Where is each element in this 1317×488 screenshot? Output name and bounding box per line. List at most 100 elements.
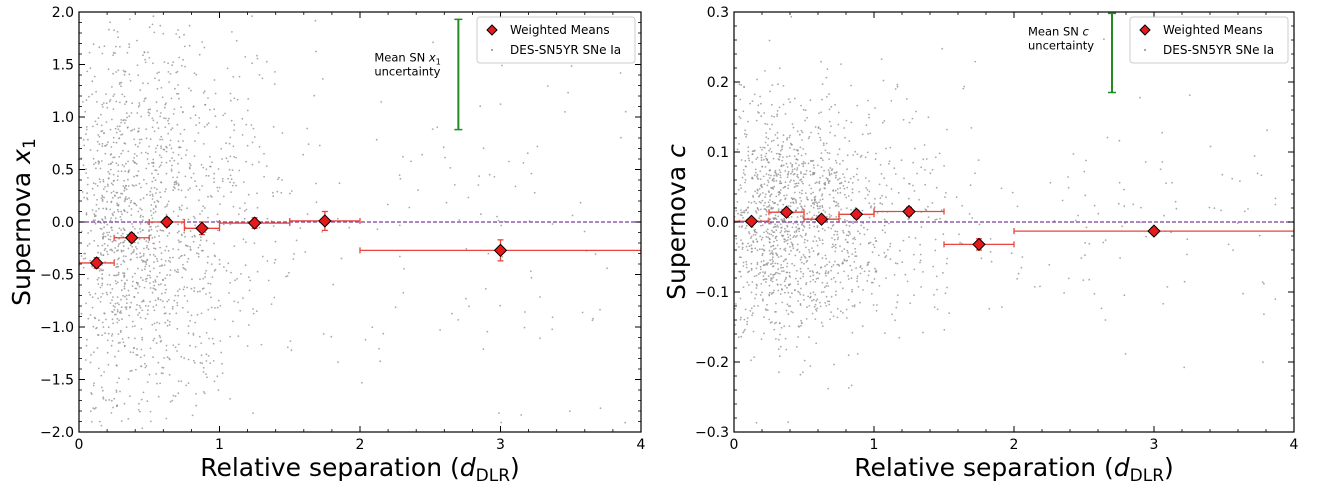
sn-point [99,286,102,289]
sn-point [206,376,208,379]
sn-point [745,135,747,138]
sn-point [751,281,754,283]
sn-point [742,216,744,219]
sn-point [791,245,794,247]
sn-point [946,257,949,260]
sn-point [286,275,289,277]
sn-point [82,138,85,141]
sn-point [819,266,822,269]
sn-point [803,299,805,301]
sn-point [551,316,554,319]
sn-point [756,284,758,287]
sn-point [794,289,796,291]
sn-point [171,307,174,310]
sn-point [139,89,142,92]
sn-point [826,215,828,218]
sn-point [838,264,841,267]
sn-point [797,152,800,155]
sn-point [102,232,105,235]
sn-point [772,235,774,237]
sn-point [125,119,127,122]
sn-point [768,284,771,287]
sn-point [247,98,250,100]
sn-point [182,263,184,266]
sn-point [743,211,746,214]
sn-point [198,199,200,202]
weighted-mean-marker [1147,224,1161,238]
sn-point [117,36,119,39]
sn-point [156,144,159,147]
sn-point [787,173,789,176]
sn-point [116,208,119,211]
sn-point [785,348,788,351]
sn-point [106,183,109,186]
sn-point [187,311,189,313]
sn-point [137,145,139,148]
sn-point [834,243,837,246]
sn-point [83,252,85,255]
sn-point [207,122,210,124]
sn-point [199,213,201,215]
sn-point [235,156,238,159]
sn-point [151,162,153,164]
sn-point [750,235,753,238]
sn-point [803,255,806,258]
sn-point [156,260,159,263]
sn-point [109,238,112,241]
sn-point [195,393,197,395]
sn-point [888,222,890,225]
sn-point [245,123,248,126]
sn-point [480,213,482,216]
sn-point [151,193,154,196]
sn-point [87,232,89,234]
sn-point [156,275,159,278]
sn-point [744,227,747,230]
sn-point [201,185,204,187]
sn-point [765,262,768,265]
sn-point [1093,292,1096,295]
sn-point [777,348,780,350]
sn-point [829,167,832,169]
sn-point [177,184,180,187]
uncertainty-label-symbol: c [1083,24,1090,38]
sn-point [1072,153,1075,155]
sn-point [845,207,848,210]
sn-point [110,412,113,414]
sn-point [149,253,152,256]
sn-point [864,156,867,159]
sn-point [771,186,774,189]
sn-point [742,169,745,171]
sn-point [141,279,144,281]
sn-point [217,168,220,170]
sn-point [96,347,99,349]
sn-point [128,18,131,20]
sn-point [908,121,911,124]
sn-point [624,110,627,113]
sn-point [120,234,123,237]
sn-point [794,191,796,194]
sn-point [127,247,130,250]
sn-point [164,260,167,262]
sn-point [177,248,180,251]
sn-point [119,101,121,104]
sn-point [854,247,857,250]
sn-point [825,295,828,298]
sn-point [142,197,145,200]
sn-point [122,227,125,230]
sn-point [258,226,261,229]
sn-point [760,260,763,263]
sn-point [156,199,159,202]
sn-point [936,308,939,311]
sn-point [774,134,777,136]
sn-point [192,105,195,108]
sn-point [150,228,153,231]
sn-point [779,174,782,177]
sn-point [758,248,761,251]
sn-point [754,234,757,236]
sn-point [859,243,862,246]
sn-point [196,252,198,255]
sn-point [96,123,99,126]
sn-point [770,263,772,266]
sn-point [745,266,748,269]
sn-point [741,246,744,249]
